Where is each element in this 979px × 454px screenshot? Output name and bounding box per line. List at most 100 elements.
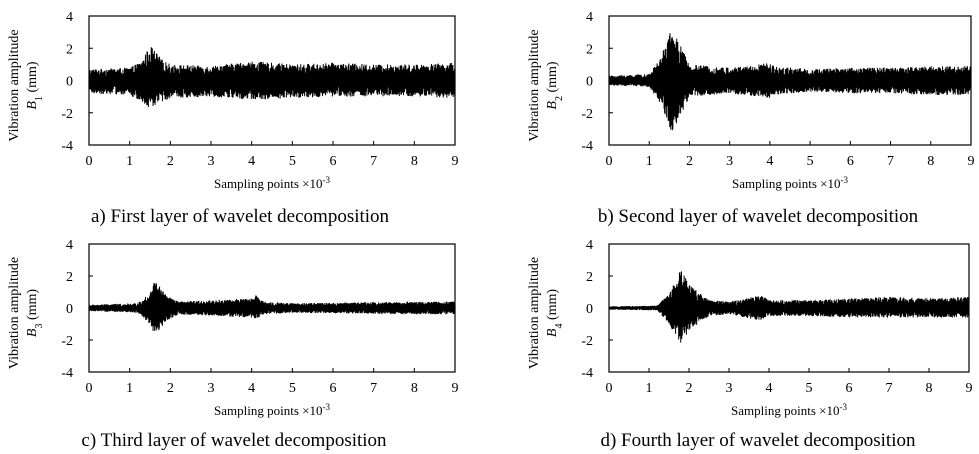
x-tick-label: 6 [330,381,337,396]
x-tick-label: 2 [167,381,174,396]
x-tick-label: 0 [86,381,93,396]
x-tick-label: 0 [606,154,613,169]
y-axis-unit: (mm) [25,61,40,96]
y-axis-label: Vibration amplitude B4 (mm) [527,257,565,369]
x-tick-label: 0 [86,154,93,169]
y-axis-label-line1: Vibration amplitude [7,257,22,369]
y-tick-label: 2 [586,42,593,57]
y-tick-label: 4 [66,10,73,25]
y-axis-label: Vibration amplitude B3 (mm) [7,257,45,369]
x-tick-label: 9 [452,154,459,169]
x-tick-label: 9 [968,154,975,169]
y-tick-label: 0 [586,302,593,317]
y-tick-label: 2 [66,270,73,285]
y-tick-label: -2 [581,334,593,349]
x-tick-label: 7 [370,381,377,396]
x-tick-label: 7 [887,154,894,169]
x-tick-label: 6 [846,381,853,396]
y-axis-unit: (mm) [545,289,560,324]
x-axis-label-text: Sampling points ×10 [214,403,322,418]
y-axis-subscript: 1 [34,96,45,101]
panel-caption: d) Fourth layer of wavelet decomposition [600,430,916,451]
panel-caption: c) Third layer of wavelet decomposition [81,430,387,451]
y-tick-label: 4 [66,238,73,253]
x-axis-label-exponent: -3 [322,402,330,412]
y-axis-subscript: 3 [34,324,45,329]
x-tick-label: 9 [452,381,459,396]
x-tick-label: 5 [807,154,814,169]
x-tick-label: 2 [167,154,174,169]
x-axis-label-exponent: -3 [840,175,848,185]
x-tick-label: 2 [686,381,693,396]
x-tick-label: 3 [726,381,733,396]
y-tick-label: 0 [66,302,73,317]
x-tick-label: 1 [646,154,653,169]
y-tick-label: -2 [581,107,593,122]
x-tick-label: 5 [289,381,296,396]
y-tick-label: -2 [61,334,73,349]
x-tick-label: 5 [289,154,296,169]
x-axis-label: Sampling points ×10-3 [214,402,330,418]
x-tick-label: 8 [927,154,934,169]
vibration-signal-line [608,271,970,343]
y-axis-label: Vibration amplitude B2 (mm) [527,29,565,141]
y-tick-label: -4 [581,366,593,381]
y-tick-label: 4 [586,238,593,253]
x-tick-label: 7 [370,154,377,169]
x-tick-label: 3 [208,154,215,169]
x-tick-label: 3 [726,154,733,169]
y-axis-label-line1: Vibration amplitude [527,29,542,141]
y-axis-unit: (mm) [545,61,560,96]
x-tick-label: 5 [806,381,813,396]
y-tick-label: -2 [61,107,73,122]
y-axis-variable: B [25,101,40,110]
x-tick-label: 1 [126,381,133,396]
y-axis-variable: B [545,328,560,337]
x-tick-label: 1 [646,381,653,396]
x-tick-label: 7 [886,381,893,396]
y-axis-variable: B [545,101,560,110]
x-axis-label-text: Sampling points ×10 [731,403,839,418]
x-tick-label: 6 [847,154,854,169]
x-tick-label: 4 [766,381,773,396]
panel-caption: b) Second layer of wavelet decomposition [598,206,919,227]
x-tick-label: 9 [966,381,973,396]
y-tick-label: 2 [66,42,73,57]
vibration-signal-line [608,33,972,131]
x-tick-label: 8 [411,154,418,169]
x-axis-label-exponent: -3 [839,402,847,412]
y-axis-subscript: 4 [554,324,565,329]
y-axis-label-line1: Vibration amplitude [7,29,22,141]
y-tick-label: 0 [66,75,73,90]
x-tick-label: 0 [606,381,613,396]
x-tick-label: 8 [926,381,933,396]
y-axis-unit: (mm) [25,289,40,324]
x-axis-label: Sampling points ×10-3 [732,175,848,191]
x-axis-label: Sampling points ×10-3 [731,402,847,418]
y-axis-variable: B [25,328,40,337]
x-tick-label: 4 [248,154,255,169]
y-axis-label-line1: Vibration amplitude [527,257,542,369]
x-axis-label-text: Sampling points ×10 [214,176,322,191]
x-tick-label: 4 [248,381,255,396]
y-tick-label: 4 [586,10,593,25]
x-axis-label: Sampling points ×10-3 [214,175,330,191]
y-tick-label: 2 [586,270,593,285]
y-tick-label: 0 [586,75,593,90]
y-axis-subscript: 2 [554,96,565,101]
vibration-signal-line [88,47,456,108]
y-tick-label: -4 [61,366,73,381]
y-tick-label: -4 [61,139,73,154]
x-tick-label: 2 [686,154,693,169]
x-tick-label: 3 [208,381,215,396]
x-axis-label-text: Sampling points ×10 [732,176,840,191]
x-tick-label: 6 [330,154,337,169]
panel-caption: a) First layer of wavelet decomposition [91,206,390,227]
vibration-signal-line [88,283,456,331]
y-tick-label: -4 [581,139,593,154]
